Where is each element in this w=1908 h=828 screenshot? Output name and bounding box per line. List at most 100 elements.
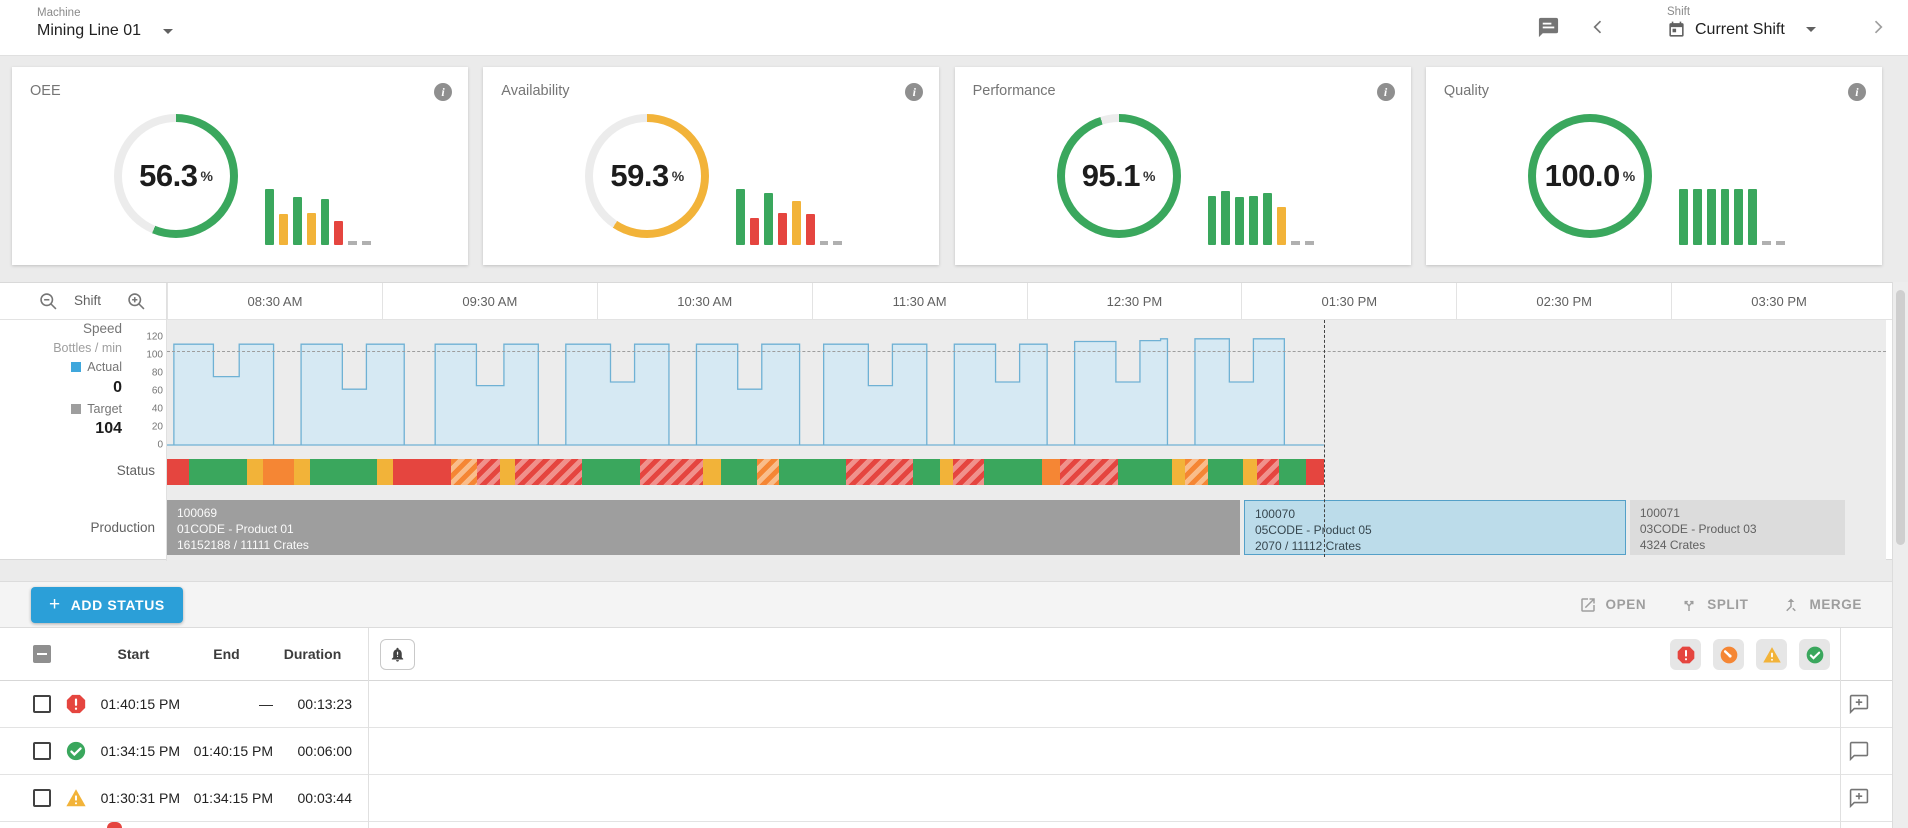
open-button[interactable]: OPEN	[1579, 596, 1647, 614]
status-segment[interactable]	[309, 459, 377, 485]
time-axis-label: 11:30 AM	[811, 283, 1027, 320]
status-segment[interactable]	[392, 459, 451, 485]
scrollbar-track	[1892, 282, 1908, 828]
status-segment[interactable]	[1060, 459, 1119, 485]
alarm-filter-button[interactable]	[380, 639, 415, 670]
status-segment[interactable]	[720, 459, 757, 485]
filter-speed-button[interactable]	[1713, 639, 1744, 670]
status-segment[interactable]	[1042, 459, 1061, 485]
production-order-100071[interactable]: 100071 03CODE - Product 03 4324 Crates	[1629, 500, 1845, 555]
table-row-1[interactable]: 01:34:15 PM 01:40:15 PM 00:06:00	[0, 728, 1892, 775]
filter-ok-button[interactable]	[1799, 639, 1830, 670]
filter-warning-button[interactable]	[1756, 639, 1787, 670]
status-segment[interactable]	[703, 459, 721, 485]
status-segment[interactable]	[845, 459, 913, 485]
speed-label: Speed	[82, 321, 122, 336]
status-segment[interactable]	[912, 459, 940, 485]
timeline-section: Shift 08:30 AM 09:30 AM 10:30 AM 11:30 AM 12…	[0, 282, 1892, 561]
status-segment[interactable]	[778, 459, 846, 485]
legend-target: Target	[0, 402, 122, 416]
row-checkbox[interactable]	[33, 695, 51, 713]
status-segment[interactable]	[640, 459, 703, 485]
status-row-label: Status	[116, 463, 155, 478]
status-segment[interactable]	[1279, 459, 1306, 485]
split-button[interactable]: SPLIT	[1680, 596, 1748, 614]
trend-bar	[320, 199, 330, 245]
next-shift-chevron-icon[interactable]	[1868, 17, 1888, 37]
split-label: SPLIT	[1707, 597, 1749, 612]
status-segment[interactable]	[953, 459, 985, 485]
status-segment[interactable]	[167, 459, 190, 485]
status-segment[interactable]	[515, 459, 583, 485]
status-segment[interactable]	[939, 459, 954, 485]
status-segment[interactable]	[1171, 459, 1186, 485]
filter-stop-button[interactable]	[1670, 639, 1701, 670]
trend-bar	[334, 221, 344, 245]
status-segment[interactable]	[1243, 459, 1257, 485]
status-segment[interactable]	[1256, 459, 1280, 485]
prev-shift-chevron-icon[interactable]	[1588, 17, 1608, 37]
kpi-title: Availability	[501, 83, 570, 99]
add-status-button[interactable]: + ADD STATUS	[31, 586, 183, 623]
comment-add-icon[interactable]	[1848, 787, 1870, 812]
kpi-donut: 59.3%	[585, 114, 710, 238]
status-segment[interactable]	[1207, 459, 1244, 485]
production-order: 100070	[1254, 507, 1295, 521]
production-qty: 2070 / 11112 Crates	[1254, 538, 1362, 553]
trend-bar	[1221, 190, 1231, 245]
zoom-out-icon[interactable]	[38, 291, 59, 312]
production-order-100069[interactable]: 100069 01CODE - Product 01 16152188 / 1111…	[167, 500, 1240, 555]
table-row-0[interactable]: 01:40:15 PM — 00:13:23	[0, 681, 1892, 728]
status-segment[interactable]	[189, 459, 248, 485]
status-segment[interactable]	[756, 459, 779, 485]
status-segment[interactable]	[263, 459, 295, 485]
trend-bar	[764, 193, 773, 245]
info-icon[interactable]: i	[1847, 83, 1866, 101]
info-icon[interactable]: i	[1376, 83, 1395, 101]
table-row-2[interactable]: 01:30:31 PM 01:34:15 PM 00:03:44	[0, 775, 1892, 822]
shift-selector[interactable]: Shift Current Shift	[1667, 6, 1816, 39]
status-segment[interactable]	[247, 459, 264, 485]
merge-button[interactable]: MERGE	[1782, 596, 1862, 614]
comment-add-icon[interactable]	[1848, 693, 1870, 718]
status-segment[interactable]	[450, 459, 478, 485]
actual-series-swatch	[71, 362, 82, 372]
row-checkbox[interactable]	[33, 789, 51, 807]
production-order-100070[interactable]: 100070 05CODE - Product 05 2070 / 11112 Cr…	[1243, 500, 1626, 555]
trend-bar	[1207, 195, 1217, 245]
info-icon[interactable]: i	[905, 83, 924, 101]
target-line	[167, 351, 1886, 353]
top-bar: Machine Mining Line 01 Shift Current Shi…	[0, 0, 1908, 56]
plus-icon: +	[49, 593, 61, 615]
status-segment[interactable]	[477, 459, 500, 485]
comment-icon[interactable]	[1848, 740, 1870, 765]
machine-selector[interactable]: Machine Mining Line 01	[37, 7, 174, 40]
info-icon[interactable]: i	[434, 83, 452, 101]
select-all-checkbox[interactable]	[33, 645, 51, 663]
speed-y-tick: 40	[151, 403, 163, 415]
calendar-icon	[1669, 21, 1684, 37]
actual-value: 0	[113, 379, 122, 396]
row-end-time: 01:40:15 PM	[193, 743, 273, 759]
row-start-time: 01:34:15 PM	[100, 743, 180, 759]
status-segment[interactable]	[1185, 459, 1208, 485]
scrollbar-thumb[interactable]	[1896, 290, 1905, 545]
status-segment[interactable]	[1305, 459, 1324, 485]
row-checkbox[interactable]	[33, 742, 51, 760]
zoom-in-icon[interactable]	[126, 291, 147, 312]
column-header-end[interactable]: End	[213, 646, 240, 662]
chevron-down-icon	[1805, 27, 1816, 32]
actual-label: Actual	[87, 360, 122, 374]
status-segment[interactable]	[376, 459, 393, 485]
status-segment[interactable]	[1118, 459, 1172, 485]
column-header-duration[interactable]: Duration	[283, 646, 342, 662]
column-header-start[interactable]: Start	[117, 646, 150, 662]
status-segment[interactable]	[294, 459, 310, 485]
status-segment[interactable]	[984, 459, 1043, 485]
status-type-filters	[1670, 639, 1830, 670]
trend-bar	[1276, 206, 1286, 245]
status-segment[interactable]	[499, 459, 516, 485]
production-order: 100069	[177, 506, 218, 520]
status-segment[interactable]	[582, 459, 641, 485]
comment-icon[interactable]	[1537, 16, 1560, 39]
